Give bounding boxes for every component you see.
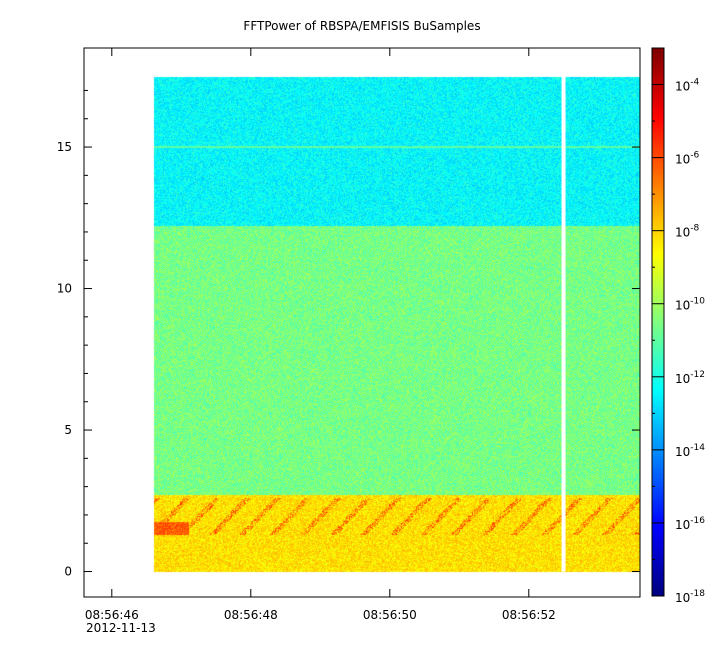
colorbar-tick-label: 10-10 — [675, 297, 705, 313]
colorbar-tick-label: 10-12 — [675, 370, 705, 386]
colorbar-tick-exponent: -18 — [690, 589, 705, 599]
colorbar-tick-label: 10-4 — [675, 78, 700, 94]
data-gap — [561, 76, 566, 572]
colorbar-tick-base: 10 — [675, 372, 690, 386]
y-tick-label: 10 — [57, 282, 72, 296]
colorbar-tick-label: 10-18 — [675, 589, 705, 605]
colorbar-tick-base: 10 — [675, 591, 690, 605]
colorbar-tick-exponent: -8 — [690, 224, 699, 234]
colorbar-tick-base: 10 — [675, 518, 690, 532]
x-tick-label: 08:56:50 — [363, 608, 417, 622]
colorbar-tick-label: 10-14 — [675, 443, 705, 459]
x-tick-label: 08:56:48 — [224, 608, 278, 622]
colorbar-tick-label: 10-16 — [675, 516, 705, 532]
x-tick-label: 08:56:46 — [85, 608, 139, 622]
y-axis: 0 5 10 15 — [57, 89, 640, 579]
colorbar-tick-exponent: -14 — [690, 443, 705, 453]
colorbar-tick-base: 10 — [675, 153, 690, 167]
y-tick-label: 0 — [64, 565, 72, 579]
colorbar-tick-label: 10-6 — [675, 151, 700, 167]
colorbar-tick-label: 10-8 — [675, 224, 700, 240]
colorbar-tick-base: 10 — [675, 226, 690, 240]
colorbar-tick-exponent: -16 — [690, 516, 705, 526]
plot-frame — [83, 47, 641, 598]
y-tick-label: 15 — [57, 140, 72, 154]
x-axis: 2012-11-13 08:56:46 08:56:48 08:56:50 08:56… — [85, 48, 556, 635]
colorbar-tick-exponent: -10 — [690, 297, 705, 307]
x-date-label: 2012-11-13 — [86, 621, 156, 635]
chart-title: FFTPower of RBSPA/EMFISIS BuSamples — [243, 19, 480, 33]
colorbar-tick-exponent: -4 — [690, 78, 699, 88]
colorbar-tick-base: 10 — [675, 445, 690, 459]
colorbar-tick-base: 10 — [675, 299, 690, 313]
spectrogram-image — [84, 48, 640, 597]
plot-area — [83, 47, 641, 598]
colorbar-tick-exponent: -6 — [690, 151, 699, 161]
colorbar-tick-exponent: -12 — [690, 370, 705, 380]
colorbar-tick-base: 10 — [675, 80, 690, 94]
colorbar-gradient — [652, 48, 664, 596]
y-tick-label: 5 — [64, 423, 72, 437]
x-tick-label: 08:56:52 — [502, 608, 556, 622]
